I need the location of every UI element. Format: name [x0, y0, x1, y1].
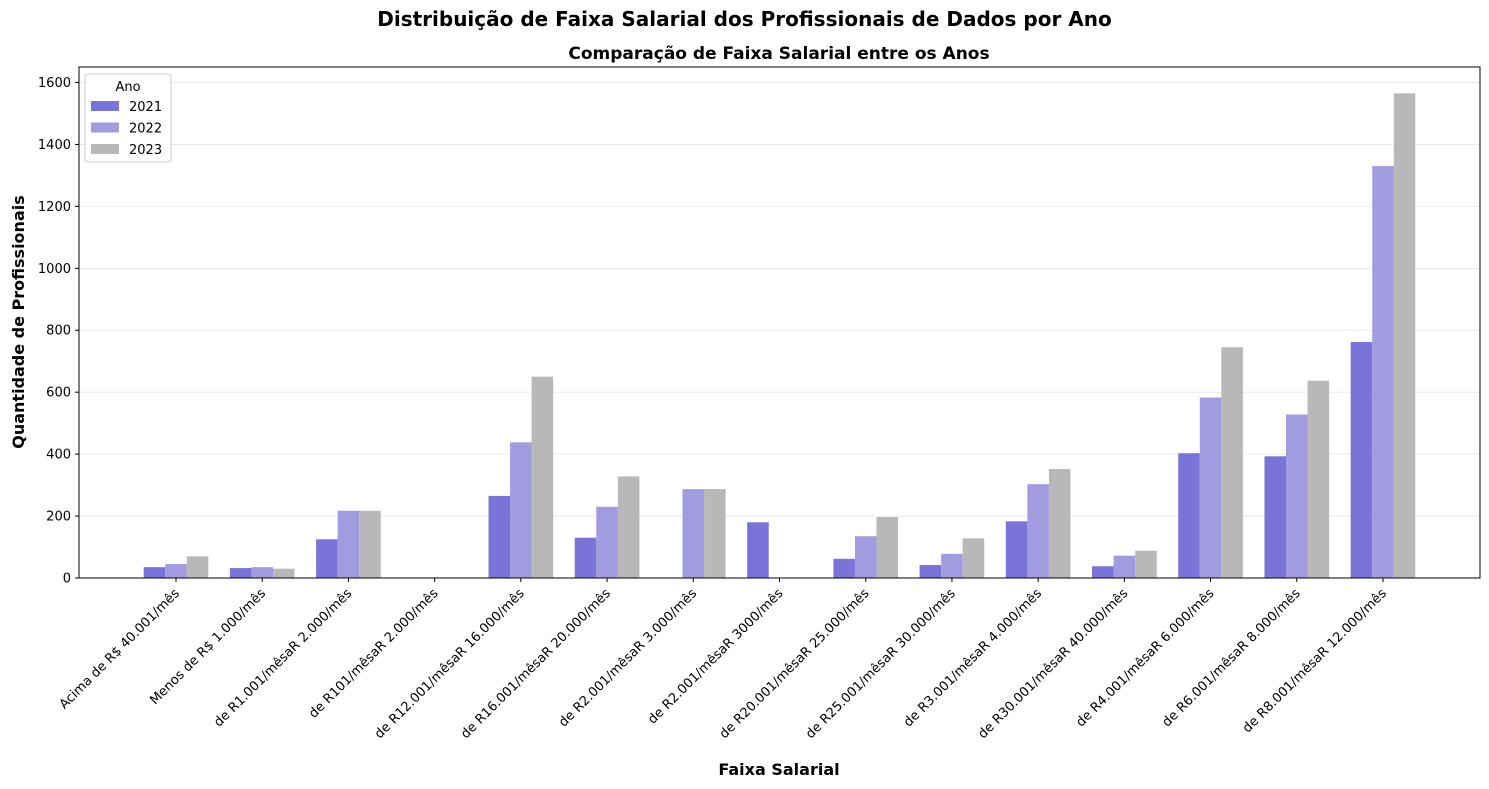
bar-2023-2 — [359, 510, 381, 578]
bar-2023-13 — [1307, 380, 1330, 578]
x-tick-label: de R6.001/mêsaR 8.000/mês — [1160, 586, 1304, 730]
x-tick-label: de R30.001/mêsaR 40.000/mês — [976, 586, 1132, 742]
bar-2021-10 — [1005, 521, 1028, 578]
legend: Ano 2021 2022 2023 — [84, 73, 172, 163]
bar-2022-9 — [941, 553, 963, 578]
bar-2021-5 — [574, 537, 597, 578]
legend-box — [84, 73, 172, 163]
y-tick-label: 400 — [46, 448, 71, 463]
legend-label-2023: 2023 — [129, 143, 162, 158]
bar-2021-7 — [747, 522, 769, 578]
legend-swatch-2022 — [91, 122, 119, 133]
bar-2021-2 — [316, 539, 338, 578]
bar-2021-13 — [1264, 456, 1287, 578]
y-tick-label: 1200 — [38, 200, 71, 215]
bar-2022-10 — [1027, 484, 1049, 578]
bar-2022-8 — [854, 536, 877, 578]
bar-2023-14 — [1393, 93, 1416, 578]
x-tick-label: de R20.001/mêsaR 25.000/mês — [717, 586, 873, 742]
x-axis-label: Faixa Salarial — [718, 760, 839, 779]
x-tick-label: de R1.001/mêsaR 2.000/mês — [211, 586, 355, 730]
bar-2023-10 — [1048, 468, 1071, 578]
y-tick-label: 1400 — [38, 138, 71, 153]
bar-2022-11 — [1113, 555, 1136, 578]
y-gridlines — [79, 82, 1480, 579]
x-tick-label: de R3.001/mêsaR 4.000/mês — [901, 586, 1045, 730]
bar-2022-14 — [1372, 166, 1394, 578]
bar-2022-5 — [596, 506, 618, 578]
bar-2022-12 — [1199, 397, 1222, 578]
y-tick-label: 1600 — [38, 76, 71, 91]
bar-2021-9 — [919, 564, 942, 578]
legend-swatch-2023 — [91, 144, 119, 154]
bar-2021-0 — [143, 567, 166, 578]
y-tick-label: 1000 — [38, 262, 71, 277]
legend-label-2022: 2022 — [129, 122, 162, 137]
bar-2022-6 — [682, 489, 705, 578]
bar-2021-1 — [229, 568, 252, 578]
bar-2023-4 — [531, 376, 554, 578]
bar-2022-0 — [165, 564, 187, 578]
x-tick-label: de R4.001/mêsaR 6.000/mês — [1073, 586, 1217, 730]
bar-2023-9 — [962, 538, 985, 578]
bar-2021-4 — [488, 495, 511, 578]
bar-2022-13 — [1286, 414, 1308, 578]
bar-2023-5 — [617, 476, 640, 578]
x-tick-label: de R2.001/mêsaR 3.000/mês — [556, 586, 700, 730]
bar-2022-2 — [337, 510, 360, 578]
bar-2021-11 — [1092, 566, 1114, 578]
bar-2022-4 — [510, 442, 532, 578]
bar-2023-11 — [1135, 550, 1157, 578]
bars — [143, 93, 1416, 578]
x-tick-label: de R2.001/mêsaR 3000/mês — [645, 586, 786, 727]
bar-2023-8 — [876, 516, 899, 578]
y-tick-label: 600 — [46, 386, 71, 401]
bar-2023-0 — [186, 556, 209, 578]
chart-title: Comparação de Faixa Salarial entre os An… — [568, 44, 989, 64]
bar-2023-12 — [1221, 347, 1243, 578]
x-tick-label: de R12.001/mêsaR 16.000/mês — [372, 586, 528, 742]
y-tick-label: 0 — [63, 572, 71, 587]
bar-2021-12 — [1178, 453, 1200, 578]
legend-label-2021: 2021 — [129, 100, 162, 115]
x-tick-label: de R8.001/mêsaR 12.000/mês — [1240, 586, 1390, 736]
legend-swatch-2021 — [91, 101, 119, 111]
bar-2021-8 — [833, 558, 855, 578]
y-tick-label: 200 — [46, 510, 71, 525]
y-axis-label: Quantidade de Profissionais — [9, 195, 28, 449]
bar-2022-1 — [251, 567, 273, 578]
x-tick-label: de R16.001/mêsaR 20.000/mês — [458, 586, 614, 742]
x-tick-label: de R25.001/mêsaR 30.000/mês — [803, 586, 959, 742]
y-tick-label: 800 — [46, 324, 71, 339]
legend-title: Ano — [115, 80, 140, 95]
bar-2021-14 — [1350, 342, 1373, 578]
bar-2023-1 — [272, 568, 295, 578]
bar-2023-6 — [704, 489, 726, 578]
y-axis-ticks: 0 200 400 600 800 1000 1200 1400 1600 — [38, 76, 79, 587]
chart-suptitle: Distribuição de Faixa Salarial dos Profi… — [377, 7, 1112, 31]
